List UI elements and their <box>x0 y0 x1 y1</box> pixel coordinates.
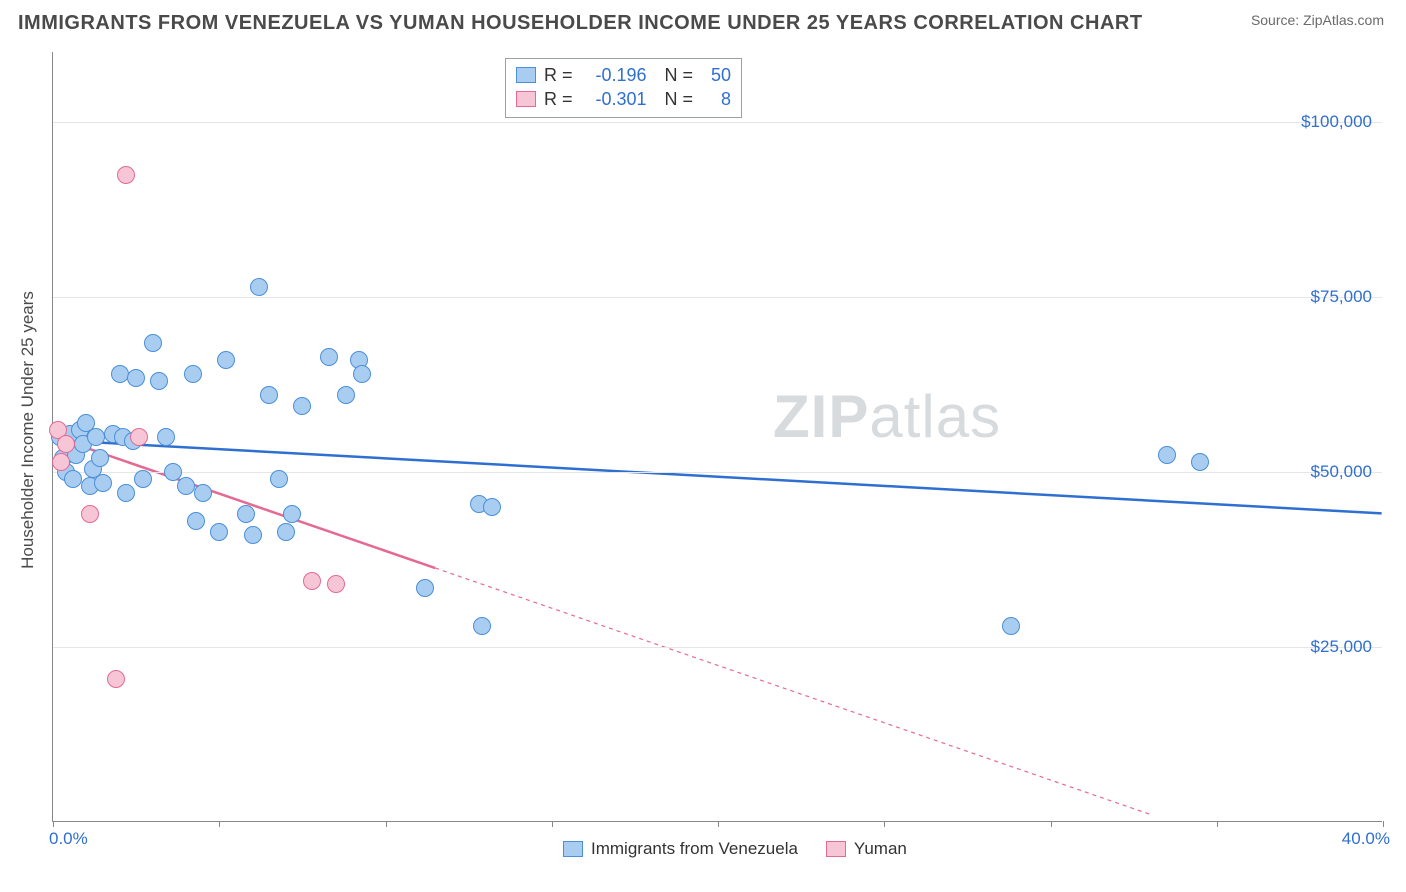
legend-swatch <box>826 841 846 857</box>
scatter-point <box>483 498 501 516</box>
stat-n-value: 50 <box>701 63 731 87</box>
stat-n-label: N = <box>665 63 694 87</box>
scatter-point <box>210 523 228 541</box>
source-name: ZipAtlas.com <box>1303 12 1384 28</box>
scatter-point <box>111 365 129 383</box>
stats-legend-box: R = -0.196 N = 50 R = -0.301 N = 8 <box>505 58 742 118</box>
scatter-point <box>260 386 278 404</box>
x-axis-min-label: 0.0% <box>49 829 88 849</box>
x-axis-max-label: 40.0% <box>1342 829 1390 849</box>
stats-row: R = -0.301 N = 8 <box>516 87 731 111</box>
scatter-point <box>194 484 212 502</box>
chart-plot-area: ZIPatlas R =-0.196N =50R =-0.301N =8 Imm… <box>52 52 1382 822</box>
scatter-point <box>1002 617 1020 635</box>
scatter-point <box>87 428 105 446</box>
x-tick <box>884 821 885 827</box>
x-tick <box>1217 821 1218 827</box>
scatter-point <box>416 579 434 597</box>
scatter-point <box>1158 446 1176 464</box>
scatter-point <box>117 484 135 502</box>
scatter-point <box>81 505 99 523</box>
stat-r-value: -0.196 <box>581 63 647 87</box>
scatter-point <box>187 512 205 530</box>
legend-label: Immigrants from Venezuela <box>591 839 798 859</box>
x-tick <box>1383 821 1384 827</box>
stat-n-label: N = <box>665 87 694 111</box>
scatter-point <box>134 470 152 488</box>
x-tick <box>386 821 387 827</box>
scatter-point <box>277 523 295 541</box>
scatter-point <box>64 470 82 488</box>
y-axis-title: Householder Income Under 25 years <box>18 291 38 569</box>
legend-item: Immigrants from Venezuela <box>563 839 798 859</box>
scatter-point <box>353 365 371 383</box>
scatter-point <box>303 572 321 590</box>
scatter-point <box>157 428 175 446</box>
watermark-light: atlas <box>869 383 1001 450</box>
y-tick-label: $50,000 <box>1311 462 1372 482</box>
scatter-point <box>217 351 235 369</box>
gridline <box>53 297 1382 298</box>
scatter-point <box>91 449 109 467</box>
scatter-point <box>184 365 202 383</box>
scatter-point <box>327 575 345 593</box>
scatter-point <box>107 670 125 688</box>
scatter-point <box>473 617 491 635</box>
legend-item: Yuman <box>826 839 907 859</box>
scatter-point <box>164 463 182 481</box>
gridline <box>53 472 1382 473</box>
scatter-point <box>150 372 168 390</box>
stat-r-label: R = <box>544 63 573 87</box>
x-tick <box>53 821 54 827</box>
legend-swatch <box>563 841 583 857</box>
x-tick <box>219 821 220 827</box>
x-tick <box>1051 821 1052 827</box>
scatter-point <box>177 477 195 495</box>
scatter-point <box>127 369 145 387</box>
x-tick <box>552 821 553 827</box>
stat-r-label: R = <box>544 87 573 111</box>
scatter-point <box>270 470 288 488</box>
watermark: ZIPatlas <box>773 382 1001 451</box>
scatter-point <box>250 278 268 296</box>
scatter-point <box>320 348 338 366</box>
scatter-point <box>52 453 70 471</box>
scatter-point <box>1191 453 1209 471</box>
scatter-point <box>130 428 148 446</box>
page-title: IMMIGRANTS FROM VENEZUELA VS YUMAN HOUSE… <box>18 12 1143 35</box>
gridline <box>53 122 1382 123</box>
scatter-point <box>144 334 162 352</box>
x-tick <box>718 821 719 827</box>
y-tick-label: $100,000 <box>1301 112 1372 132</box>
y-tick-label: $75,000 <box>1311 287 1372 307</box>
legend-swatch <box>516 67 536 83</box>
y-tick-label: $25,000 <box>1311 637 1372 657</box>
scatter-point <box>293 397 311 415</box>
scatter-point <box>337 386 355 404</box>
trend-lines-svg <box>53 52 1382 821</box>
stat-r-value: -0.301 <box>581 87 647 111</box>
watermark-bold: ZIP <box>773 383 869 450</box>
stat-n-value: 8 <box>701 87 731 111</box>
source-attribution: Source: ZipAtlas.com <box>1251 12 1384 28</box>
legend-label: Yuman <box>854 839 907 859</box>
legend-swatch <box>516 91 536 107</box>
scatter-point <box>57 435 75 453</box>
bottom-legend: Immigrants from Venezuela Yuman <box>563 839 907 859</box>
source-prefix: Source: <box>1251 12 1303 28</box>
scatter-point <box>244 526 262 544</box>
gridline <box>53 647 1382 648</box>
scatter-point <box>283 505 301 523</box>
scatter-point <box>237 505 255 523</box>
scatter-point <box>94 474 112 492</box>
scatter-point <box>117 166 135 184</box>
stats-row: R = -0.196 N = 50 <box>516 63 731 87</box>
